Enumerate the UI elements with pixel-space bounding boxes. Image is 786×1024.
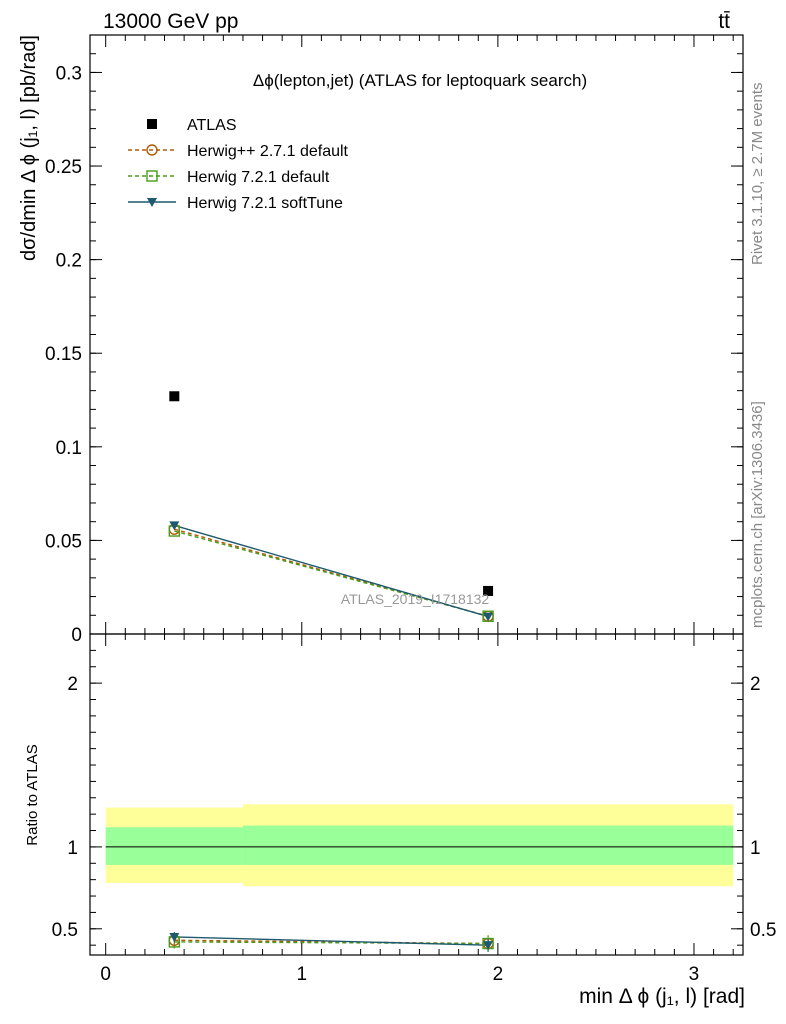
y-tick-label: 0.2 [56, 251, 82, 272]
y-tick-label: 0.3 [56, 63, 82, 84]
x-tick-label: 3 [689, 964, 700, 985]
data-point [169, 391, 180, 402]
rivet-label: Rivet 3.1.10, ≥ 2.7M events [749, 83, 766, 266]
x-tick-label: 2 [493, 964, 504, 985]
ratio-plot: 0.5 0.5 1 1 2 2 0 1 2 3 Ratio to ATLAS min Δ ϕ (j… [24, 633, 776, 1008]
series-line [174, 530, 489, 617]
plot-frame [89, 633, 744, 956]
y-tick-label-right: 2 [750, 674, 761, 695]
y-tick-label: 2 [67, 674, 78, 695]
legend-marker [146, 170, 158, 182]
legend: ATLAS Herwig++ 2.7.1 default Herwig 7.2.1 … [128, 117, 349, 212]
legend-marker [146, 144, 158, 156]
header-left: 13000 GeV pp [103, 10, 238, 33]
y-tick-label: 0.5 [52, 920, 78, 941]
ratio-series-line [174, 936, 489, 946]
x-axis-label: min Δ ϕ (j₁, l) [rad] [579, 985, 745, 1008]
data-point [483, 585, 494, 596]
legend-marker [147, 198, 157, 207]
y-tick-label-right: 1 [750, 838, 761, 859]
legend-label: Herwig++ 2.7.1 default [187, 143, 349, 160]
y-axis-label: dσ/dmin Δ ϕ (j₁, l) [pb/rad] [18, 35, 40, 261]
data-point [169, 521, 180, 531]
y-tick-label-right: 0.5 [750, 920, 776, 941]
series-line [174, 524, 489, 618]
ratio-point [169, 932, 180, 942]
watermark: ATLAS_2019_I1718132 [341, 591, 490, 607]
legend-label: Herwig 7.2.1 default [187, 169, 330, 186]
series-line [174, 528, 489, 617]
legend-label: Herwig 7.2.1 softTune [187, 195, 343, 212]
main-plot: 0 0.05 0.1 0.15 0.2 0.25 0.3 Δϕ(lepton,jet) (A… [18, 34, 744, 646]
x-tick-label: 1 [296, 964, 307, 985]
header-right: tt̄ [718, 10, 730, 33]
uncertainty-band-inner [242, 825, 734, 865]
y-tick-label: 0.15 [45, 344, 82, 365]
y-tick-label: 0.25 [45, 157, 82, 178]
ratio-y-label: Ratio to ATLAS [24, 744, 41, 845]
legend-marker [147, 119, 157, 129]
legend-label: ATLAS [187, 117, 237, 134]
y-tick-label: 0.05 [45, 531, 82, 552]
y-tick-label: 0 [71, 625, 82, 646]
uncertainty-band-inner [105, 827, 243, 865]
plot-title: Δϕ(lepton,jet) (ATLAS for leptoquark sea… [253, 71, 587, 90]
x-tick-label: 0 [100, 964, 111, 985]
y-tick-label: 0.1 [56, 438, 82, 459]
y-tick-label: 1 [67, 838, 78, 859]
ratio-point [483, 941, 494, 951]
mcplots-label: mcplots.cern.ch [arXiv:1306.3436] [749, 401, 766, 628]
data-point [483, 612, 494, 622]
